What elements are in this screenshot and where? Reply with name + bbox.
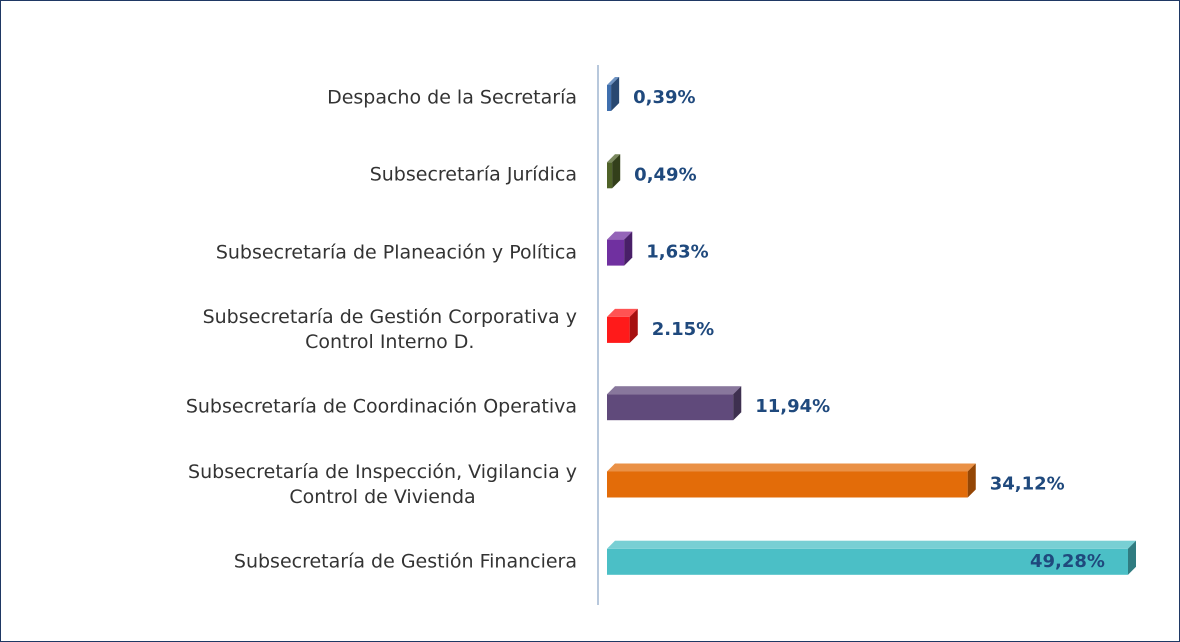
bar-top-shade xyxy=(607,231,633,240)
value-label: 11,94% xyxy=(755,396,830,417)
bar-front xyxy=(607,316,630,343)
category-label: Subsecretaría de Inspección, Vigilancia … xyxy=(188,460,577,508)
bar-top xyxy=(607,77,620,85)
bar-top-shade xyxy=(607,540,1136,549)
bar-side xyxy=(629,308,638,343)
bar-side-shade xyxy=(629,308,638,343)
bar-front xyxy=(607,239,625,266)
value-label: 1,63% xyxy=(646,242,708,263)
bar xyxy=(607,231,633,266)
bar-top xyxy=(607,386,742,395)
value-label: 49,28% xyxy=(1030,551,1105,572)
bar-front xyxy=(607,471,968,498)
bar xyxy=(607,540,1136,575)
bar-side-shade xyxy=(612,154,621,189)
bar xyxy=(607,77,620,111)
category-label: Subsecretaría de Gestión Corporativa y C… xyxy=(202,305,577,353)
bar xyxy=(607,154,621,189)
bar-side xyxy=(611,77,620,111)
category-label: Despacho de la Secretaría xyxy=(327,86,577,109)
bar-top xyxy=(607,308,638,317)
category-label: Subsecretaría de Planeación y Política xyxy=(215,241,577,264)
bar-top-shade xyxy=(607,77,620,85)
bar-front xyxy=(607,548,1128,575)
bar-front xyxy=(607,394,734,421)
bar-side xyxy=(733,386,742,421)
bar-side xyxy=(967,463,976,498)
bar xyxy=(607,308,638,343)
bar-front xyxy=(607,85,612,111)
value-label: 34,12% xyxy=(990,474,1065,495)
bar-side-shade xyxy=(967,463,976,498)
bar-top xyxy=(607,540,1136,549)
bar-top-shade xyxy=(607,386,742,395)
bar-side xyxy=(1128,540,1136,575)
bar-side xyxy=(612,154,621,189)
bar-front xyxy=(607,162,613,189)
category-label: Subsecretaría Jurídica xyxy=(369,163,577,186)
category-label: Subsecretaría de Gestión Financiera xyxy=(233,550,577,573)
bar-side-shade xyxy=(733,386,742,421)
value-label: 0,39% xyxy=(633,87,695,108)
bar-side-shade xyxy=(1128,540,1136,575)
bar-top-shade xyxy=(607,154,621,163)
category-label: Subsecretaría de Coordinación Operativa xyxy=(185,395,577,418)
bar-top xyxy=(607,154,621,163)
value-label: 0,49% xyxy=(634,164,696,185)
bar-side-shade xyxy=(611,77,620,111)
bar xyxy=(607,386,742,421)
bar-side xyxy=(624,231,633,266)
value-label: 2.15% xyxy=(652,319,714,340)
bar-top xyxy=(607,231,633,240)
bar-top-shade xyxy=(607,308,638,317)
bar xyxy=(607,463,976,498)
bar-top-shade xyxy=(607,463,976,472)
bar-side-shade xyxy=(624,231,633,266)
bar-top xyxy=(607,463,976,472)
